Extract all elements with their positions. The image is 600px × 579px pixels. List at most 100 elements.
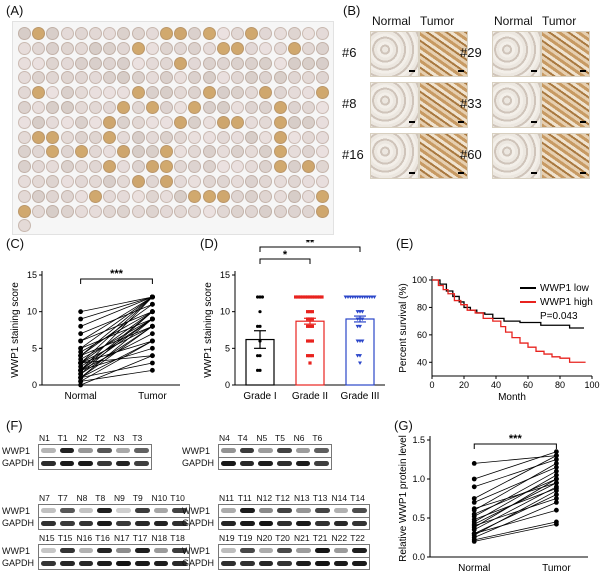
- pair-line: [80, 296, 153, 349]
- tissue-core: [131, 145, 145, 159]
- lane-label: T8: [95, 493, 106, 503]
- tissue-core: [145, 41, 159, 55]
- pair-line: [80, 296, 153, 327]
- pair-line: [80, 326, 153, 375]
- tissue-core: [302, 204, 315, 218]
- wwp1-band: [134, 508, 150, 513]
- tissue-core: [316, 204, 330, 218]
- lane-label: T11: [237, 493, 252, 503]
- tissue-core: [32, 86, 46, 100]
- tissue-core: [145, 204, 159, 218]
- wwp1-blot-strip: [218, 504, 370, 518]
- ihc-normal-image: [492, 133, 541, 179]
- tissue-core: [131, 101, 145, 114]
- case-label: #29: [460, 45, 482, 60]
- lane-label: T14: [350, 493, 365, 503]
- tissue-core: [131, 86, 145, 100]
- lane-label: N9: [114, 493, 125, 503]
- y-tick-label: 0: [225, 380, 230, 390]
- lane-label: T7: [57, 493, 68, 503]
- pair-line: [474, 455, 557, 499]
- lane-label: N15: [39, 533, 55, 543]
- tissue-core: [231, 101, 244, 114]
- tissue-core: [32, 130, 46, 144]
- lane-label: N2: [76, 433, 88, 443]
- tissue-core: [18, 86, 31, 100]
- wwp1-band: [239, 508, 255, 513]
- tissue-core: [18, 130, 31, 144]
- tissue-core: [32, 56, 46, 70]
- tissue-core: [60, 101, 74, 114]
- tissue-core: [302, 189, 315, 203]
- tissue-core: [32, 101, 46, 114]
- case-label: #60: [460, 147, 482, 162]
- tissue-core: [145, 86, 159, 100]
- tissue-core: [89, 160, 102, 174]
- data-point: [258, 368, 262, 372]
- x-tick-label: 40: [491, 380, 501, 390]
- tissue-core: [18, 204, 31, 218]
- tissue-core: [316, 175, 330, 188]
- tissue-core: [117, 86, 131, 100]
- tissue-core: [216, 175, 230, 188]
- tissue-core: [245, 41, 259, 55]
- tissue-core: [18, 160, 31, 174]
- tissue-core: [245, 189, 259, 203]
- gapdh-band: [59, 461, 75, 466]
- tissue-core: [32, 41, 46, 55]
- tissue-core: [46, 175, 60, 188]
- tissue-core: [273, 145, 287, 159]
- tissue-core: [216, 41, 230, 55]
- tissue-core: [302, 115, 315, 129]
- tissue-core: [103, 160, 117, 174]
- wwp1-band: [116, 548, 131, 553]
- data-point: [313, 295, 317, 299]
- gapdh-band: [41, 521, 56, 526]
- tumor-point: [554, 496, 559, 501]
- tissue-core: [117, 101, 131, 114]
- data-point: [258, 310, 262, 314]
- tissue-core: [60, 204, 74, 218]
- blot-row-label-wwp1: WWP1: [2, 546, 30, 556]
- tissue-core: [245, 56, 259, 70]
- tissue-core: [89, 115, 102, 129]
- tissue-core: [145, 71, 159, 85]
- tissue-core: [202, 115, 216, 129]
- normal-point: [78, 378, 84, 384]
- normal-point: [78, 375, 84, 381]
- ihc-normal-image: [492, 82, 541, 128]
- gapdh-band: [78, 461, 93, 466]
- tissue-core: [103, 101, 117, 114]
- tissue-core: [117, 71, 131, 85]
- tissue-core: [18, 71, 31, 85]
- wwp1-band: [172, 548, 187, 553]
- pair-line: [80, 318, 153, 360]
- tissue-core: [174, 86, 188, 100]
- blot-row-label-gapdh: GAPDH: [2, 458, 35, 468]
- tissue-core: [89, 145, 102, 159]
- wwp1-band: [41, 548, 56, 553]
- data-point: [258, 339, 262, 343]
- tissue-core: [231, 130, 244, 144]
- tumor-point: [554, 500, 559, 505]
- case-label: #6: [342, 45, 357, 60]
- blot-row-label-wwp1: WWP1: [2, 506, 30, 516]
- lane-label: T9: [132, 493, 143, 503]
- y-tick-label: 10: [27, 307, 37, 317]
- tissue-core: [74, 56, 88, 70]
- wwp1-band: [333, 548, 349, 553]
- tissue-core: [231, 41, 244, 55]
- tissue-core: [174, 130, 188, 144]
- wwp1-band: [134, 448, 149, 453]
- tissue-core: [145, 115, 159, 129]
- tissue-core: [117, 115, 131, 129]
- gapdh-band: [115, 461, 131, 466]
- wwp1-band: [116, 508, 131, 513]
- wwp1-band: [221, 548, 236, 553]
- tissue-core: [287, 101, 301, 114]
- gapdh-band: [78, 521, 94, 526]
- lane-label: N10: [151, 493, 168, 503]
- pair-line: [474, 502, 557, 538]
- tissue-core: [74, 115, 88, 129]
- normal-point: [78, 356, 84, 362]
